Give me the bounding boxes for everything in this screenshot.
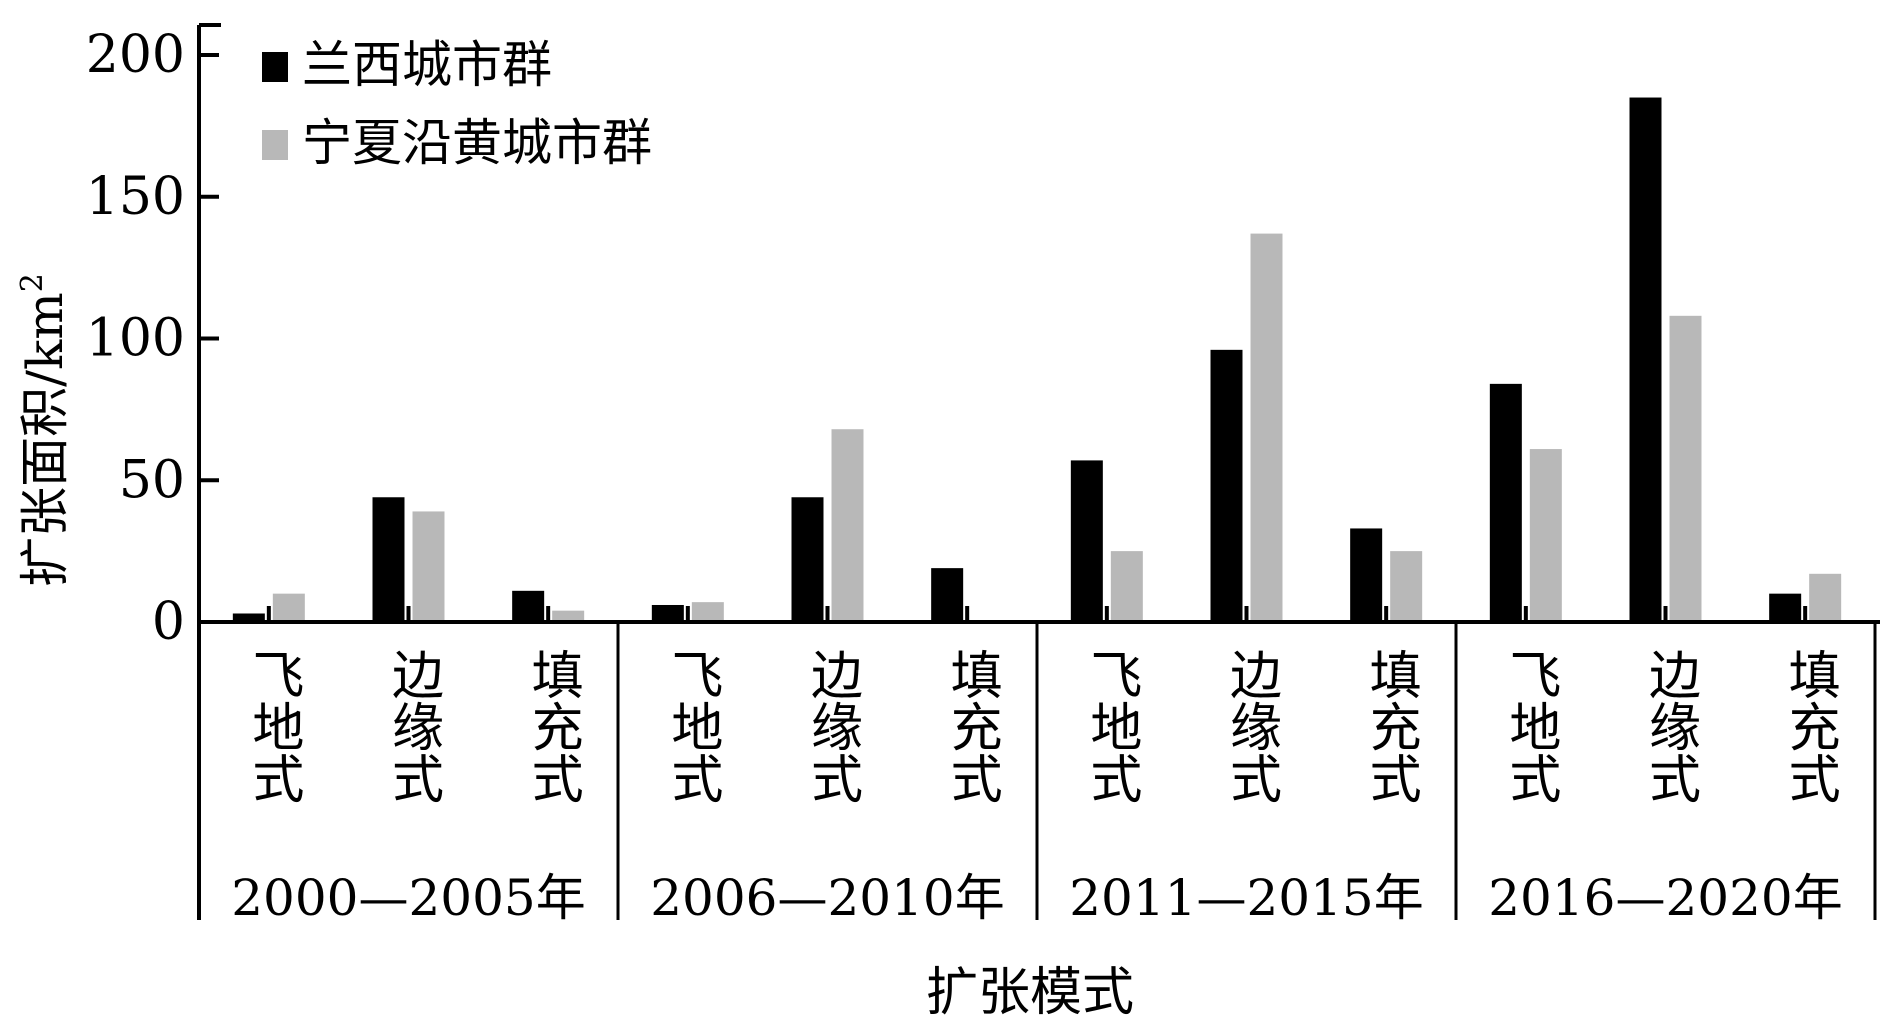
y-tick-label-50: 50 xyxy=(119,450,185,510)
category-label-11: 边缘式 xyxy=(1640,648,1700,804)
category-label-8: 边缘式 xyxy=(1221,648,1281,804)
group-label-2: 2006—2010年 xyxy=(650,869,1005,927)
y-axis-label: 扩张面积/km2 xyxy=(15,273,74,587)
bar-series-1-cat-1 xyxy=(232,613,265,622)
bar-series-2-cat-2 xyxy=(412,511,445,622)
bar-series-2-cat-4 xyxy=(691,602,724,622)
y-tick-label-200: 200 xyxy=(86,25,185,85)
bar-series-2-cat-9 xyxy=(1390,551,1423,622)
category-label-6: 填充式 xyxy=(941,648,1001,804)
bar-series-1-cat-11 xyxy=(1629,97,1662,622)
bar-series-1-cat-8 xyxy=(1210,349,1243,622)
bar-series-2-cat-10 xyxy=(1529,449,1562,622)
bar-series-2-cat-3 xyxy=(552,610,585,622)
bar-series-1-cat-6 xyxy=(931,568,964,622)
bar-series-2-cat-8 xyxy=(1250,233,1283,623)
category-label-5: 边缘式 xyxy=(802,648,862,804)
group-label-3: 2011—2015年 xyxy=(1069,869,1424,927)
bar-series-1-cat-4 xyxy=(651,604,684,622)
x-axis-label: 扩张模式 xyxy=(926,963,1134,1023)
y-tick-label-100: 100 xyxy=(86,309,185,369)
category-label-10: 飞地式 xyxy=(1500,648,1560,804)
bar-series-1-cat-3 xyxy=(512,590,545,622)
group-label-4: 2016—2020年 xyxy=(1488,869,1843,927)
bar-series-2-cat-5 xyxy=(831,429,864,622)
category-label-3: 填充式 xyxy=(522,648,582,804)
legend-swatch-2 xyxy=(262,130,288,160)
category-label-12: 填充式 xyxy=(1779,648,1839,804)
bar-series-2-cat-1 xyxy=(272,593,305,622)
category-label-1: 飞地式 xyxy=(243,648,303,804)
y-tick-label-150: 150 xyxy=(86,167,185,227)
bar-series-1-cat-2 xyxy=(372,497,405,622)
bar-series-1-cat-12 xyxy=(1769,593,1802,622)
legend-label-2: 宁夏沿黄城市群 xyxy=(302,114,652,172)
category-label-7: 飞地式 xyxy=(1081,648,1141,804)
bar-series-1-cat-7 xyxy=(1070,460,1103,622)
y-tick-label-0: 0 xyxy=(152,592,185,652)
bar-series-1-cat-5 xyxy=(791,497,824,622)
legend-swatch-1 xyxy=(262,52,288,82)
bar-series-1-cat-10 xyxy=(1489,383,1522,622)
category-label-4: 飞地式 xyxy=(662,648,722,804)
group-label-1: 2000—2005年 xyxy=(231,869,586,927)
bar-series-1-cat-9 xyxy=(1350,528,1383,622)
category-label-2: 边缘式 xyxy=(383,648,443,804)
bar-series-2-cat-12 xyxy=(1809,573,1842,622)
category-label-9: 填充式 xyxy=(1360,648,1420,804)
bar-series-2-cat-7 xyxy=(1110,551,1143,622)
bar-series-2-cat-11 xyxy=(1669,315,1702,622)
legend-label-1: 兰西城市群 xyxy=(302,36,552,94)
